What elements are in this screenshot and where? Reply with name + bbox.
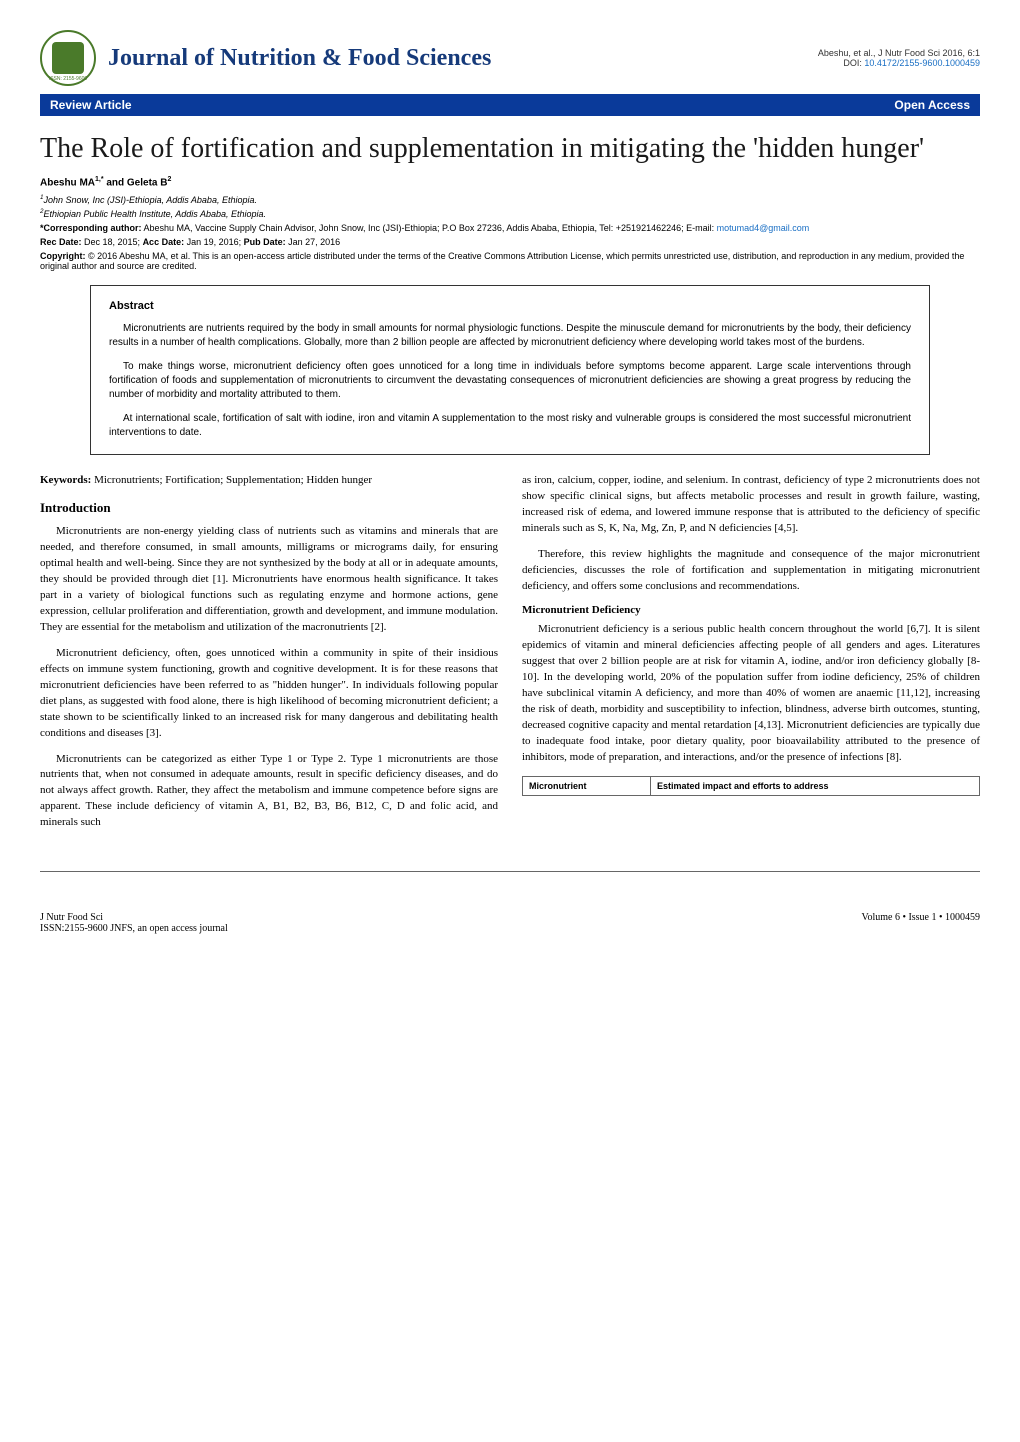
doi-link[interactable]: 10.4172/2155-9600.1000459: [864, 58, 980, 68]
abstract-para-3: At international scale, fortification of…: [109, 412, 911, 440]
logo-mark: [52, 42, 84, 74]
affiliation-1-text: John Snow, Inc (JSI)-Ethiopia, Addis Aba…: [44, 195, 257, 205]
table-header-2: Estimated impact and efforts to address: [650, 776, 979, 795]
logo-issn: ISSN: 2155-9600: [49, 76, 87, 82]
journal-title: Journal of Nutrition & Food Sciences: [108, 45, 491, 72]
intro-para-1: Micronutrients are non-energy yielding c…: [40, 524, 498, 636]
keywords: Keywords: Micronutrients; Fortification;…: [40, 473, 498, 488]
abstract-para-2: To make things worse, micronutrient defi…: [109, 360, 911, 402]
table-row: Micronutrient Estimated impact and effor…: [523, 776, 980, 795]
banner-right: Open Access: [894, 98, 970, 112]
intro-para-3: Micronutrients can be categorized as eit…: [40, 752, 498, 832]
keywords-label: Keywords:: [40, 474, 91, 486]
journal-header: ISSN: 2155-9600 Journal of Nutrition & F…: [40, 30, 980, 86]
copyright-label: Copyright:: [40, 251, 86, 261]
right-column: as iron, calcium, copper, iodine, and se…: [522, 473, 980, 841]
corr-label: *Corresponding author:: [40, 223, 142, 233]
corr-email[interactable]: motumad4@gmail.com: [717, 223, 810, 233]
affiliation-2-text: Ethiopian Public Health Institute, Addis…: [44, 209, 266, 219]
header-right: Abeshu, et al., J Nutr Food Sci 2016, 6:…: [818, 48, 980, 68]
right-para-2: Therefore, this review highlights the ma…: [522, 547, 980, 595]
abstract-box: Abstract Micronutrients are nutrients re…: [90, 285, 930, 455]
corr-text: Abeshu MA, Vaccine Supply Chain Advisor,…: [142, 223, 717, 233]
footer-rule: [40, 871, 980, 872]
corresponding-author: *Corresponding author: Abeshu MA, Vaccin…: [40, 223, 980, 233]
abstract-para-1: Micronutrients are nutrients required by…: [109, 322, 911, 350]
affiliation-2: 2Ethiopian Public Health Institute, Addi…: [40, 208, 980, 219]
copyright-text: © 2016 Abeshu MA, et al. This is an open…: [40, 251, 964, 271]
doi: DOI: 10.4172/2155-9600.1000459: [818, 58, 980, 68]
rec-date: Dec 18, 2015;: [82, 237, 143, 247]
deficiency-para-1: Micronutrient deficiency is a serious pu…: [522, 622, 980, 765]
article-type-banner: Review Article Open Access: [40, 94, 980, 116]
pub-date: Jan 27, 2016: [286, 237, 341, 247]
publication-dates: Rec Date: Dec 18, 2015; Acc Date: Jan 19…: [40, 237, 980, 247]
left-column: Keywords: Micronutrients; Fortification;…: [40, 473, 498, 841]
keywords-text: Micronutrients; Fortification; Supplemen…: [91, 474, 372, 486]
page-footer: J Nutr Food Sci ISSN:2155-9600 JNFS, an …: [40, 912, 980, 934]
journal-logo: ISSN: 2155-9600: [40, 30, 96, 86]
copyright: Copyright: © 2016 Abeshu MA, et al. This…: [40, 251, 980, 271]
table-header-1: Micronutrient: [523, 776, 651, 795]
deficiency-heading: Micronutrient Deficiency: [522, 604, 980, 616]
footer-journal-abbr: J Nutr Food Sci: [40, 912, 228, 923]
acc-date: Jan 19, 2016;: [184, 237, 244, 247]
footer-issn: ISSN:2155-9600 JNFS, an open access jour…: [40, 923, 228, 934]
right-para-1: as iron, calcium, copper, iodine, and se…: [522, 473, 980, 537]
banner-left: Review Article: [50, 98, 132, 112]
affiliation-1: 1John Snow, Inc (JSI)-Ethiopia, Addis Ab…: [40, 194, 980, 205]
body-columns: Keywords: Micronutrients; Fortification;…: [40, 473, 980, 841]
citation: Abeshu, et al., J Nutr Food Sci 2016, 6:…: [818, 48, 980, 58]
footer-right: Volume 6 • Issue 1 • 1000459: [862, 912, 980, 934]
doi-label: DOI:: [843, 58, 864, 68]
abstract-heading: Abstract: [109, 300, 911, 312]
authors: Abeshu MA1,* and Geleta B2: [40, 176, 980, 188]
footer-left: J Nutr Food Sci ISSN:2155-9600 JNFS, an …: [40, 912, 228, 934]
rec-label: Rec Date:: [40, 237, 82, 247]
intro-para-2: Micronutrient deficiency, often, goes un…: [40, 646, 498, 742]
micronutrient-table: Micronutrient Estimated impact and effor…: [522, 776, 980, 796]
acc-label: Acc Date:: [143, 237, 185, 247]
introduction-heading: Introduction: [40, 500, 498, 516]
header-left: ISSN: 2155-9600 Journal of Nutrition & F…: [40, 30, 491, 86]
pub-label: Pub Date:: [244, 237, 286, 247]
article-title: The Role of fortification and supplement…: [40, 132, 980, 166]
